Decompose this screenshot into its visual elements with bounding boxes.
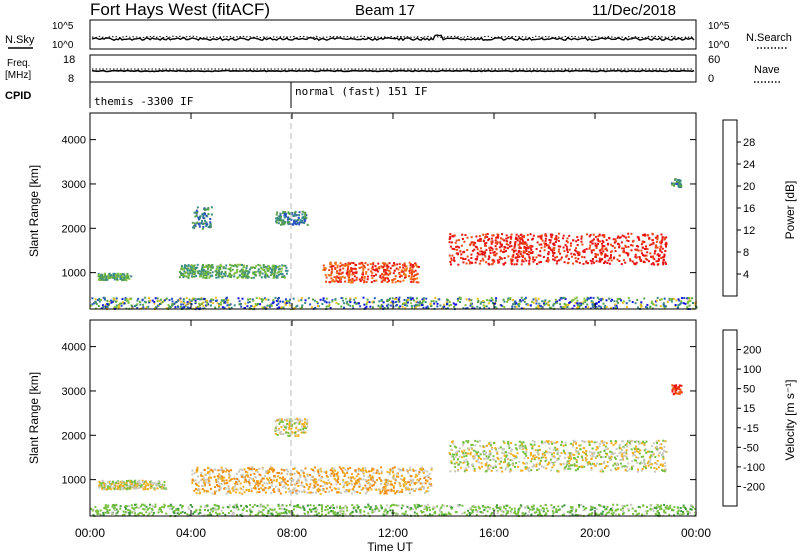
cpid-mode-normal: normal (fast) 151 IF: [295, 85, 427, 98]
beam-title: Beam 17: [355, 2, 415, 19]
cpid-mode-themis: themis -3300 IF: [94, 95, 193, 108]
frequency-trace: [91, 69, 695, 73]
nave-label: Nave: [754, 64, 780, 76]
colorbar-tick: 12: [743, 225, 755, 237]
colorbar-tick: -15: [743, 423, 759, 435]
xtick-label: 16:00: [479, 526, 509, 540]
time-axis-label: Time UT: [367, 540, 413, 554]
colorbar-tick: 15: [743, 403, 755, 415]
noise-sky-trace: [91, 34, 695, 42]
colorbar-tick: 100: [743, 364, 761, 376]
colorbar-tick: 8: [743, 247, 749, 259]
power-scatter-data: [90, 178, 698, 311]
freq-left-top-tick: 18: [63, 54, 75, 66]
xtick-label: 20:00: [580, 526, 610, 540]
colorbar-tick: 200: [743, 345, 761, 357]
noise-search-label: N.Search: [746, 32, 792, 44]
freq-label-line1: Freq.: [7, 58, 30, 69]
colorbar-tick: 16: [743, 203, 755, 215]
cpid-label: CPID: [5, 90, 31, 102]
velocity-ylabel: Slant Range [km]: [27, 372, 41, 464]
xtick-label: 12:00: [378, 526, 408, 540]
freq-right-top-tick: 60: [708, 54, 720, 66]
noise-left-top-tick: 10^5: [52, 21, 74, 32]
colorbar-tick: -50: [743, 442, 759, 454]
noise-panel: N.Sky 10^5 10^0 10^5 10^0 N.Search: [5, 19, 792, 51]
xtick-label: 08:00: [277, 526, 307, 540]
power-panel: 1000 2000 3000 4000 Slant Range [km] 4 8 12 16…: [27, 112, 797, 311]
noise-right-top-tick: 10^5: [708, 21, 730, 32]
ytick-label: 3000: [62, 386, 86, 398]
xtick-label: 00:00: [75, 526, 105, 540]
colorbar-tick: 28: [743, 137, 755, 149]
ytick-label: 1000: [62, 268, 86, 280]
ytick-label: 2000: [62, 223, 86, 235]
colorbar-tick: 50: [743, 384, 755, 396]
freq-left-bottom-tick: 8: [68, 73, 74, 85]
ytick-label: 2000: [62, 430, 86, 442]
power-colorbar: 4 8 12 16 20 24 28: [722, 119, 755, 297]
noise-left-bottom-tick: 10^0: [52, 40, 74, 51]
ytick-label: 4000: [62, 342, 86, 354]
colorbar-tick: -100: [743, 462, 765, 474]
freq-right-bottom-tick: 0: [708, 73, 714, 85]
noise-sky-label: N.Sky: [5, 34, 35, 46]
velocity-colorbar-label: Velocity [m s⁻¹]: [783, 379, 797, 460]
ytick-label: 4000: [62, 135, 86, 147]
freq-label-line2: [MHz]: [5, 70, 31, 81]
velocity-scatter-data: [90, 384, 697, 518]
date-title: 11/Dec/2018: [592, 2, 676, 19]
ytick-label: 3000: [62, 179, 86, 191]
station-title: Fort Hays West (fitACF): [90, 0, 270, 19]
colorbar-tick: 24: [743, 159, 755, 171]
colorbar-tick: 4: [743, 269, 749, 281]
xtick-label: 04:00: [176, 526, 206, 540]
velocity-panel: 1000 2000 3000 4000 Slant Range [km] 200 100…: [27, 113, 797, 554]
colorbar-tick: -200: [743, 481, 765, 493]
noise-right-bottom-tick: 10^0: [708, 40, 730, 51]
power-ylabel: Slant Range [km]: [27, 165, 41, 257]
colorbar-tick: 20: [743, 181, 755, 193]
ytick-label: 1000: [62, 475, 86, 487]
xtick-label: 00:00: [681, 526, 711, 540]
cpid-panel: CPID themis -3300 IF normal (fast) 151 I…: [5, 82, 427, 108]
velocity-colorbar: 200 100 50 15 -15 -50 -100 -200: [722, 329, 765, 507]
power-colorbar-label: Power [dB]: [783, 181, 797, 240]
frequency-panel: Freq. [MHz] 18 8 60 0 Nave: [5, 54, 782, 85]
